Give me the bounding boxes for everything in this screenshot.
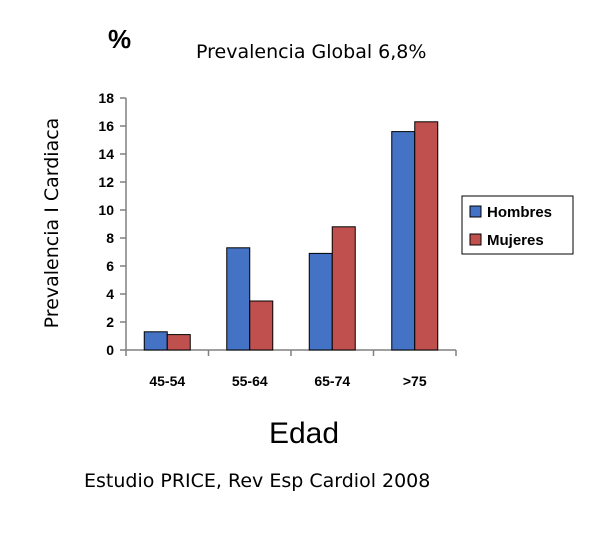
y-tick-label: 14 xyxy=(98,146,114,162)
y-axis-label: Prevalencia I Cardiaca xyxy=(41,118,63,329)
y-tick-label: 12 xyxy=(98,174,114,190)
chart-title: Prevalencia Global 6,8% xyxy=(196,41,426,63)
y-tick-label: 8 xyxy=(106,230,114,246)
y-tick-label: 10 xyxy=(98,202,114,218)
bar-mujeres-75 xyxy=(414,121,439,351)
y-tick-label: 4 xyxy=(106,286,114,302)
bar-hombres-6574 xyxy=(308,252,333,351)
y-tick-label: 0 xyxy=(106,342,114,358)
legend-label-hombres: Hombres xyxy=(487,204,552,221)
x-ticks: 45-54 55-64 65-74 >75 xyxy=(125,350,457,389)
bars xyxy=(143,121,439,351)
legend: Hombres Mujeres xyxy=(469,204,552,249)
unit-label: % xyxy=(108,24,131,54)
y-tick-label: 18 xyxy=(98,90,114,106)
legend-swatch-mujeres xyxy=(469,233,482,246)
y-tick-label: 6 xyxy=(106,258,114,274)
y-ticks: 0 2 4 6 8 10 12 14 16 18 xyxy=(98,90,126,358)
x-tick-label: 65-74 xyxy=(314,373,350,389)
bar-mujeres-4554 xyxy=(166,334,191,351)
x-tick-label: 45-54 xyxy=(149,373,185,389)
source-note: Estudio PRICE, Rev Esp Cardiol 2008 xyxy=(84,470,430,492)
y-tick-label: 16 xyxy=(98,118,114,134)
x-tick-label: >75 xyxy=(403,373,427,389)
bar-hombres-4554 xyxy=(143,331,168,351)
legend-label-mujeres: Mujeres xyxy=(487,232,544,249)
legend-swatch-hombres xyxy=(469,205,482,218)
bar-hombres-75 xyxy=(391,131,416,351)
y-tick-label: 2 xyxy=(106,314,114,330)
x-axis-label: Edad xyxy=(269,417,339,450)
bar-hombres-5564 xyxy=(226,247,251,351)
bar-mujeres-5564 xyxy=(249,300,274,351)
bar-mujeres-6574 xyxy=(331,226,356,351)
x-tick-label: 55-64 xyxy=(232,373,268,389)
